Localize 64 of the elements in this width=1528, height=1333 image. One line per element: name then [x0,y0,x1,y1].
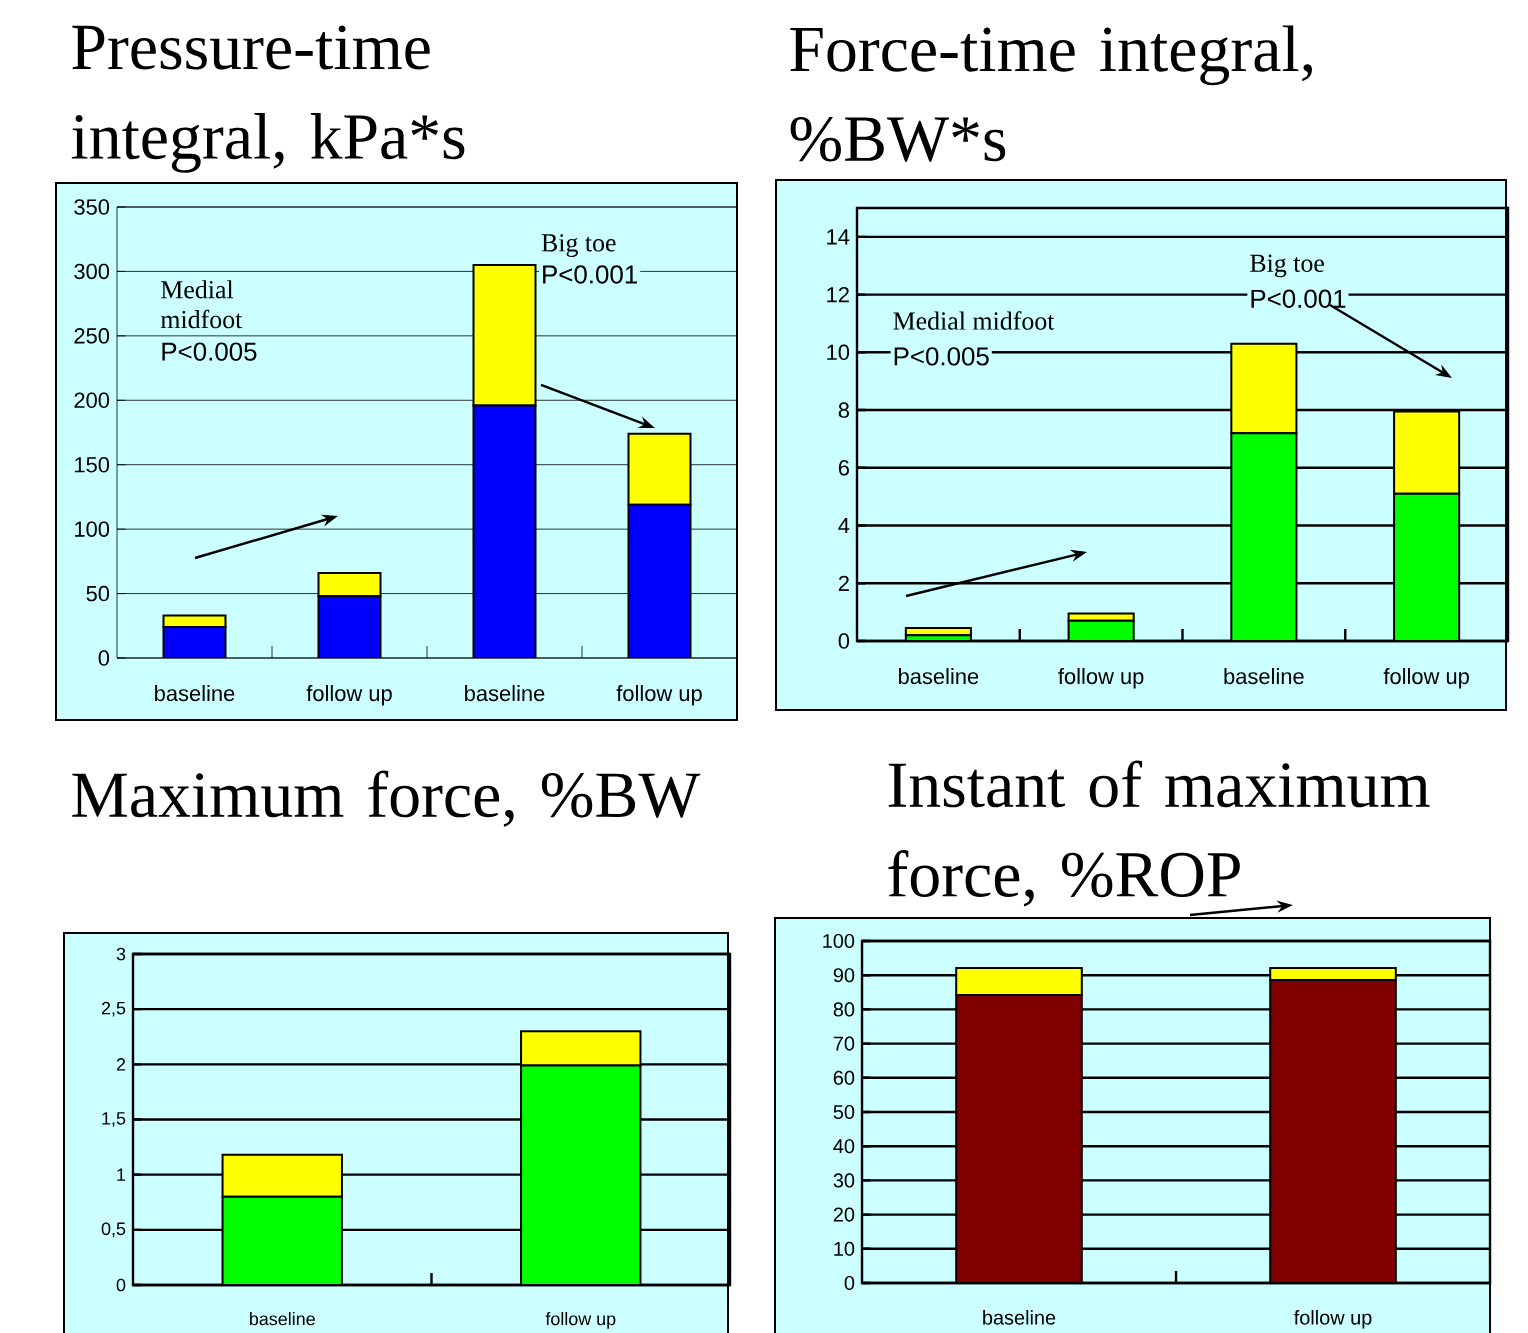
y-tick-label: 250 [74,328,110,344]
x-tick-label: follow up [545,1312,616,1329]
y-tick-label: 0 [838,633,850,649]
y-tick-label: 80 [833,1002,855,1017]
x-tick-label: follow up [616,685,702,706]
annotation: Big toe [541,234,616,257]
annotation: Big toe [1250,254,1324,278]
annotation: P<0.001 [543,265,637,284]
y-tick-label: 150 [75,456,110,473]
x-tick-label: baseline [155,685,235,702]
x-tick-label: baseline [250,1312,315,1326]
y-tick-label: 100 [75,521,110,537]
chart-title: Maximum force, %BW [72,770,701,827]
annotation: P<0.005 [894,347,989,366]
y-tick-label: 20 [833,1207,855,1222]
y-tick-label: 10 [827,344,850,361]
y-tick-label: 0 [116,1278,126,1292]
y-tick-label: 0 [98,650,110,666]
x-tick-label: follow up [1058,668,1144,689]
y-tick-label: 2 [116,1058,126,1071]
chart-title: Instant of maximum force, %ROP [888,760,1430,907]
y-tick-label: 3 [116,947,126,961]
y-tick-label: 300 [74,263,110,280]
y-tick-label: 14 [827,229,850,245]
chart-title: Pressure-time integral, kPa*s [71,25,465,173]
y-tick-label: 350 [74,199,110,215]
y-tick-label: 50 [86,585,110,602]
y-tick-label: 6 [838,460,849,476]
y-tick-label: 2 [838,575,849,591]
bar [221,1195,343,1285]
annotation: P<0.005 [162,342,257,361]
y-tick-label: 90 [833,968,855,983]
y-tick-label: 4 [838,518,850,534]
y-tick-label: 60 [833,1070,855,1085]
bar [1230,432,1298,641]
x-tick-label: baseline [465,685,545,702]
y-tick-label: 1 [117,1168,126,1181]
y-tick-label: 30 [833,1173,855,1188]
y-tick-label: 0 [844,1275,855,1291]
x-tick-label: baseline [1224,668,1304,685]
y-tick-label: 50 [833,1104,855,1120]
y-tick-label: 10 [834,1241,855,1256]
bar [520,1064,642,1285]
x-tick-label: baseline [898,668,979,685]
x-tick-label: baseline [983,1310,1056,1325]
chart-title: Force-time integral, %BW*s [790,25,1312,162]
y-tick-label: 40 [833,1139,855,1154]
bar [955,994,1083,1283]
x-tick-label: follow up [306,685,392,706]
annotation: P<0.001 [1251,289,1346,308]
annotation: Medial midfoot [160,280,243,329]
bar [1269,978,1397,1283]
y-tick-label: 70 [833,1036,855,1051]
y-tick-label: 200 [74,392,110,409]
y-tick-label: 0,5 [101,1222,126,1238]
bar [1393,492,1461,641]
y-tick-label: 1,5 [102,1112,126,1127]
y-tick-label: 2,5 [101,1001,126,1017]
annotation: Medial midfoot [893,311,1055,330]
x-tick-label: follow up [1383,668,1469,689]
y-tick-label: 100 [823,933,855,949]
y-tick-label: 8 [838,402,849,418]
x-tick-label: follow up [1293,1310,1372,1329]
y-tick-label: 12 [827,286,849,303]
